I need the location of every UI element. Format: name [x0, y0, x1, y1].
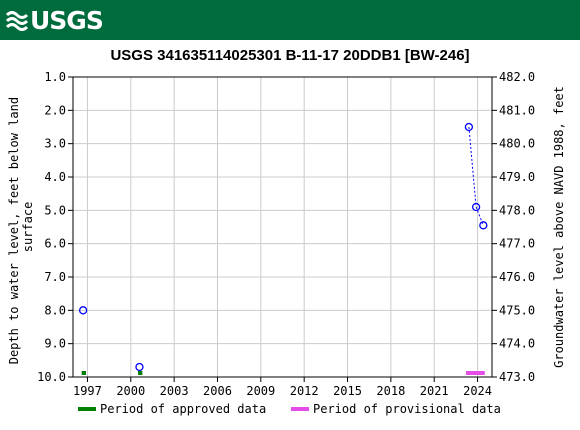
period-bar-provisional	[465, 371, 485, 375]
x-tick-label: 2000	[116, 384, 145, 398]
y-left-tick-label: 2.0	[44, 103, 66, 117]
x-tick-label: 1997	[73, 384, 102, 398]
usgs-banner: USGS	[0, 0, 580, 40]
y-left-tick-label: 3.0	[44, 137, 66, 151]
y-left-tick-label: 7.0	[44, 270, 66, 284]
y-left-tick-label: 10.0	[37, 370, 66, 384]
x-tick-label: 2024	[463, 384, 492, 398]
chart-title: USGS 341635114025301 B-11-17 20DDB1 [BW-…	[110, 47, 469, 64]
legend-label-approved: Period of approved data	[100, 402, 266, 416]
x-tick-label: 2003	[160, 384, 189, 398]
x-tick-label: 2012	[290, 384, 319, 398]
y-left-tick-label: 6.0	[44, 237, 66, 251]
series-connector	[468, 126, 477, 208]
y-axis-left: 1.0 2.0 3.0 4.0 5.0 6.0 7.0 8.0 9.0 10.0	[37, 70, 73, 384]
usgs-wave-icon	[6, 11, 28, 31]
y-right-tick-label: 482.0	[499, 70, 535, 84]
series-measurements	[78, 122, 488, 372]
data-point	[78, 306, 88, 315]
y-right-tick-label: 478.0	[499, 203, 535, 217]
hydrograph-chart: USGS 341635114025301 B-11-17 20DDB1 [BW-…	[7, 47, 566, 416]
y-right-tick-label: 473.0	[499, 370, 535, 384]
y-axis-right: 482.0 481.0 480.0 479.0 478.0 477.0 476.0 475.0…	[492, 70, 535, 384]
legend: Period of approved data Period of provis…	[78, 402, 501, 416]
data-point	[135, 362, 144, 372]
usgs-logo[interactable]: USGS	[6, 4, 104, 36]
period-bar-approved	[81, 371, 87, 375]
data-periods	[81, 371, 485, 375]
y-axis-left-label: Depth to water level, feet below land su…	[7, 90, 35, 365]
x-tick-label: 2018	[376, 384, 405, 398]
period-bar-approved	[138, 371, 143, 375]
legend-label-provisional: Period of provisional data	[313, 402, 501, 416]
y-left-tick-label: 1.0	[44, 70, 66, 84]
x-tick-label: 2009	[246, 384, 275, 398]
plot-frame	[72, 76, 493, 378]
usgs-logo-text: USGS	[30, 5, 104, 35]
y-left-tick-label: 4.0	[44, 170, 66, 184]
y-left-tick-label: 5.0	[44, 203, 66, 217]
grid-lines	[73, 76, 492, 378]
y-axis-left-label-line2: surface	[21, 202, 35, 253]
y-right-tick-label: 479.0	[499, 170, 535, 184]
y-right-tick-label: 476.0	[499, 270, 535, 284]
x-tick-label: 2015	[333, 384, 362, 398]
x-tick-label: 2021	[420, 384, 449, 398]
y-left-tick-label: 8.0	[44, 303, 66, 317]
data-point	[464, 122, 474, 132]
data-point	[471, 202, 481, 212]
y-axis-left-label-line1: Depth to water level, feet below land	[7, 97, 21, 364]
y-axis-right-label: Groundwater level above NAVD 1988, feet	[552, 86, 566, 368]
data-point	[479, 221, 488, 230]
y-right-tick-label: 481.0	[499, 103, 535, 117]
y-right-tick-label: 480.0	[499, 137, 535, 151]
y-left-tick-label: 9.0	[44, 337, 66, 351]
y-right-tick-label: 477.0	[499, 237, 535, 251]
x-tick-label: 2006	[203, 384, 232, 398]
x-axis: 1997 2000 2003 2006 2009 2012 2015 2018 2021 2024	[73, 377, 492, 398]
y-right-tick-label: 475.0	[499, 303, 535, 317]
y-right-tick-label: 474.0	[499, 337, 535, 351]
